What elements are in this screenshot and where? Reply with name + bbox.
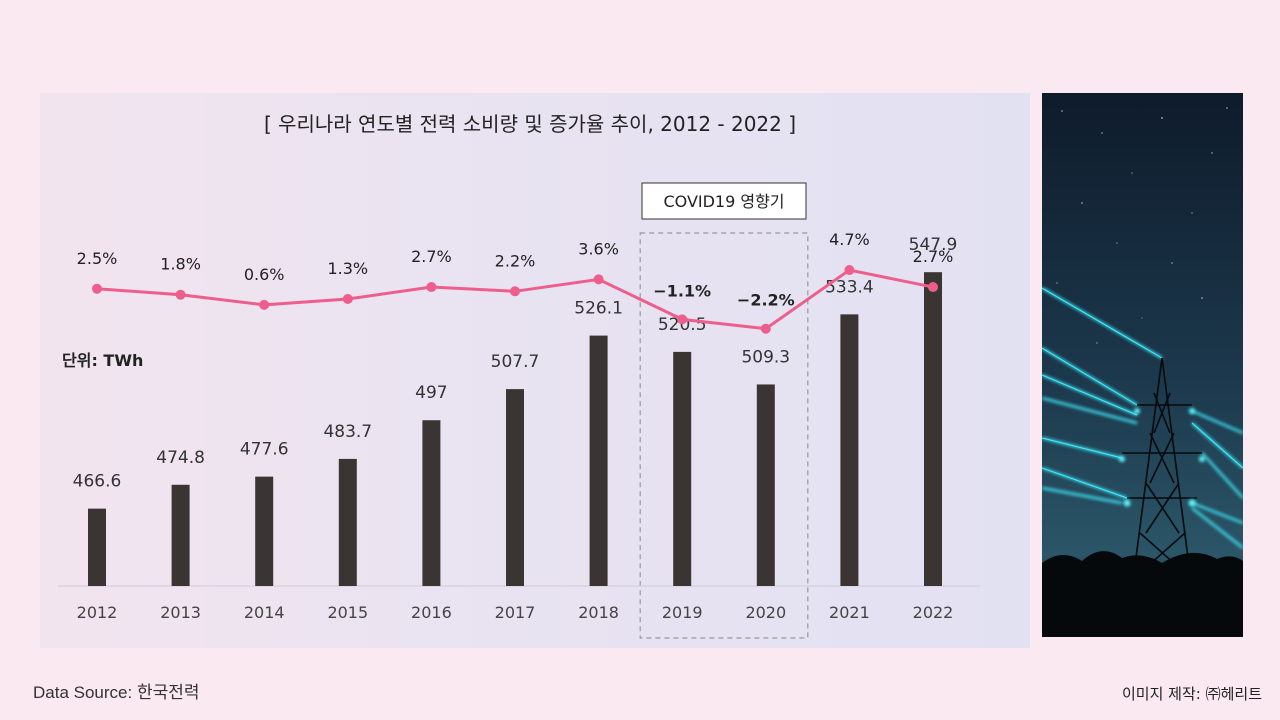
growth-rate-point <box>259 299 270 310</box>
growth-rate-point <box>92 283 102 294</box>
bar-value-label: 526.1 <box>574 299 623 319</box>
bar <box>422 420 441 586</box>
growth-rate-point <box>593 274 604 285</box>
bar <box>255 476 274 586</box>
power-tower-image <box>1042 93 1243 637</box>
growth-rate-point <box>928 282 938 293</box>
growth-rate-point <box>844 265 855 276</box>
bar-value-label: 466.6 <box>73 472 122 492</box>
x-tick-label: 2013 <box>160 603 201 622</box>
image-credit: 이미지 제작: ㈜헤리트 <box>1122 685 1262 703</box>
x-tick-label: 2018 <box>578 603 619 622</box>
bar <box>88 508 106 586</box>
chart: [ 우리나라 연도별 전력 소비량 및 증가율 추이, 2012 - 2022 … <box>58 112 980 639</box>
bar <box>338 458 357 586</box>
growth-rate-label: 0.6% <box>244 265 285 284</box>
x-tick-label: 2016 <box>411 603 452 622</box>
covid-highlight-box <box>639 232 809 639</box>
bar-value-label: 474.8 <box>156 448 205 468</box>
growth-rate-label: 1.8% <box>160 255 201 274</box>
bar-value-label: 509.3 <box>741 347 790 367</box>
x-tick-label: 2020 <box>745 603 786 622</box>
growth-rate-point <box>677 314 688 325</box>
growth-rate-label: 2.7% <box>913 247 954 266</box>
growth-rate-point <box>342 293 353 304</box>
x-tick-label: 2022 <box>913 603 954 622</box>
bar <box>840 314 859 586</box>
x-tick-label: 2019 <box>662 603 703 622</box>
bar-value-label: 483.7 <box>323 422 372 442</box>
bar-value-label: 533.4 <box>825 277 874 297</box>
bar <box>506 389 524 586</box>
covid-annotation-box <box>641 182 807 220</box>
growth-rate-point <box>510 286 520 297</box>
growth-rate-label: 2.2% <box>495 251 536 270</box>
x-tick-label: 2017 <box>495 603 536 622</box>
growth-rate-label: 2.7% <box>411 247 452 266</box>
growth-rate-label: 1.3% <box>327 259 368 278</box>
bar-value-label: 547.9 <box>909 235 958 255</box>
chart-title: [ 우리나라 연도별 전력 소비량 및 증가율 추이, 2012 - 2022 … <box>264 112 796 136</box>
unit-label: 단위: TWh <box>62 351 143 370</box>
growth-rate-label: 2.5% <box>77 249 118 268</box>
x-tick-label: 2014 <box>244 603 285 622</box>
bar-value-label: 497 <box>415 383 447 403</box>
x-tick-label: 2012 <box>77 603 118 622</box>
bar-value-label: 477.6 <box>240 440 289 460</box>
growth-rate-label: 4.7% <box>829 230 870 249</box>
data-source: Data Source: 한국전력 <box>33 683 200 702</box>
bar <box>756 384 775 586</box>
growth-rate-label: −1.1% <box>653 281 711 300</box>
chart-panel: [ 우리나라 연도별 전력 소비량 및 증가율 추이, 2012 - 2022 … <box>40 93 1030 648</box>
growth-rate-point <box>426 282 437 293</box>
bar <box>589 335 608 586</box>
growth-rate-label: 3.6% <box>578 239 619 258</box>
bar <box>171 484 190 586</box>
x-tick-label: 2021 <box>829 603 870 622</box>
covid-annotation-label: COVID19 영향기 <box>663 192 784 211</box>
bar <box>924 272 942 586</box>
bar-value-label: 507.7 <box>491 352 540 372</box>
growth-rate-point <box>760 323 771 334</box>
bar <box>673 351 692 586</box>
x-tick-label: 2015 <box>327 603 368 622</box>
growth-rate-label: −2.2% <box>737 291 795 310</box>
growth-rate-point <box>175 289 186 300</box>
